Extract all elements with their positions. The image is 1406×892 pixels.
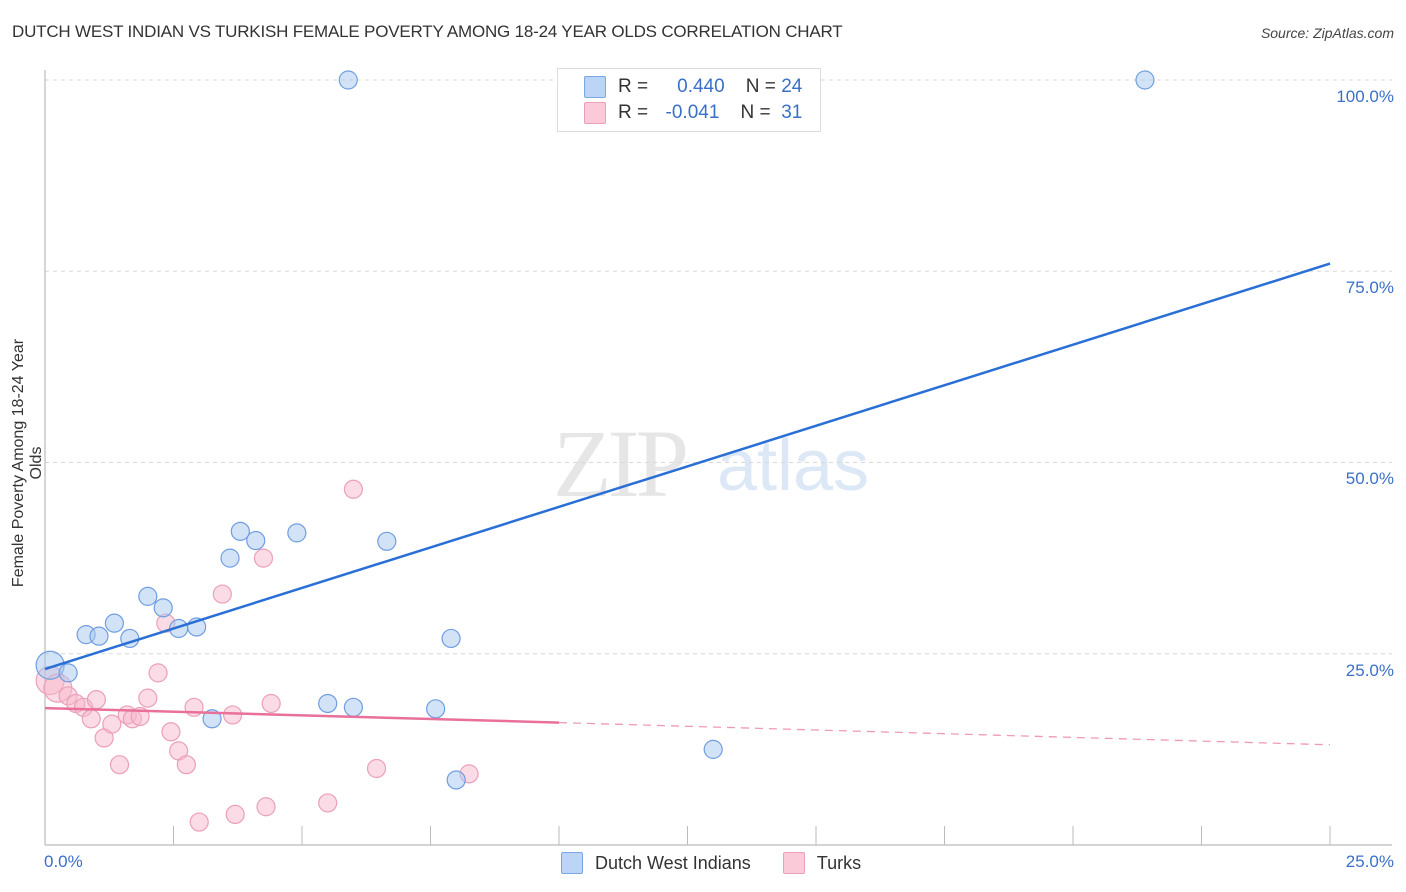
data-point bbox=[86, 690, 107, 710]
data-point bbox=[81, 709, 101, 729]
legend-item-turks[interactable]: Turks bbox=[782, 852, 861, 874]
trend-lines bbox=[44, 262, 1331, 746]
data-point bbox=[318, 693, 338, 714]
data-point bbox=[343, 479, 363, 499]
data-point bbox=[189, 812, 209, 832]
data-point bbox=[138, 586, 158, 606]
correlation-legend: R = 0.440 N = 24 R = -0.041 N = 31 bbox=[557, 68, 821, 132]
data-point bbox=[220, 548, 240, 568]
dutch-west-indians-points bbox=[35, 70, 1155, 790]
data-point bbox=[58, 663, 78, 683]
data-point bbox=[223, 705, 243, 725]
data-point bbox=[441, 628, 461, 649]
data-point bbox=[343, 697, 363, 717]
data-point bbox=[153, 598, 173, 618]
data-point bbox=[212, 584, 232, 604]
blue-swatch-icon bbox=[584, 76, 606, 98]
n-value-dutch: 24 bbox=[781, 76, 803, 97]
data-point bbox=[138, 688, 158, 708]
axes bbox=[44, 70, 1392, 846]
x-tick-25: 25.0% bbox=[1345, 852, 1394, 871]
data-point bbox=[256, 797, 276, 817]
data-point bbox=[287, 523, 307, 543]
pink-swatch-icon bbox=[782, 852, 805, 874]
trend-line-dutch bbox=[44, 262, 1331, 671]
data-point bbox=[703, 739, 723, 759]
chart-title: DUTCH WEST INDIAN VS TURKISH FEMALE POVE… bbox=[12, 22, 843, 41]
trend-line-turks-extrapolated bbox=[558, 721, 1331, 746]
data-point bbox=[202, 709, 222, 729]
legend-row-turks: R = -0.041 N = 31 bbox=[584, 101, 802, 125]
n-value-turks: 31 bbox=[781, 102, 803, 123]
watermark-zip: ZIP bbox=[553, 410, 689, 517]
gridlines bbox=[45, 79, 1392, 655]
y-tick-50: 50.0% bbox=[1345, 469, 1394, 488]
trend-line-turks bbox=[44, 706, 560, 724]
data-point bbox=[148, 663, 168, 683]
blue-swatch-icon bbox=[561, 852, 583, 874]
data-point bbox=[377, 531, 397, 551]
data-point bbox=[89, 626, 109, 646]
data-point bbox=[253, 548, 274, 568]
data-point bbox=[225, 804, 245, 825]
data-point bbox=[102, 714, 122, 734]
watermark-atlas: atlas bbox=[717, 426, 870, 506]
y-tick-25: 25.0% bbox=[1345, 661, 1394, 680]
data-point bbox=[261, 693, 281, 714]
data-point bbox=[338, 70, 358, 90]
data-point bbox=[230, 521, 250, 541]
y-tick-100: 100.0% bbox=[1336, 87, 1394, 106]
pink-swatch-icon bbox=[584, 102, 606, 124]
data-point bbox=[318, 793, 338, 813]
r-value-turks: -0.041 bbox=[665, 102, 720, 123]
legend-item-dutch-west-indians[interactable]: Dutch West Indians bbox=[561, 852, 751, 874]
r-value-dutch: 0.440 bbox=[677, 76, 725, 97]
y-tick-75: 75.0% bbox=[1345, 278, 1394, 297]
x-tick-0: 0.0% bbox=[44, 852, 83, 871]
data-point bbox=[161, 722, 181, 742]
data-point bbox=[446, 770, 466, 790]
data-point bbox=[176, 755, 196, 775]
data-point bbox=[109, 755, 130, 775]
y-axis-label: Female Poverty Among 18-24 Year Olds bbox=[10, 338, 45, 588]
data-point bbox=[104, 613, 124, 633]
data-point bbox=[246, 530, 266, 551]
data-point bbox=[1135, 70, 1155, 90]
source-credit: Source: ZipAtlas.com bbox=[1260, 25, 1394, 41]
data-point bbox=[366, 758, 387, 779]
legend-row-dutch: R = 0.440 N = 24 bbox=[584, 75, 802, 99]
series-legend: Dutch West Indians Turks bbox=[561, 852, 893, 874]
data-point bbox=[426, 699, 446, 719]
